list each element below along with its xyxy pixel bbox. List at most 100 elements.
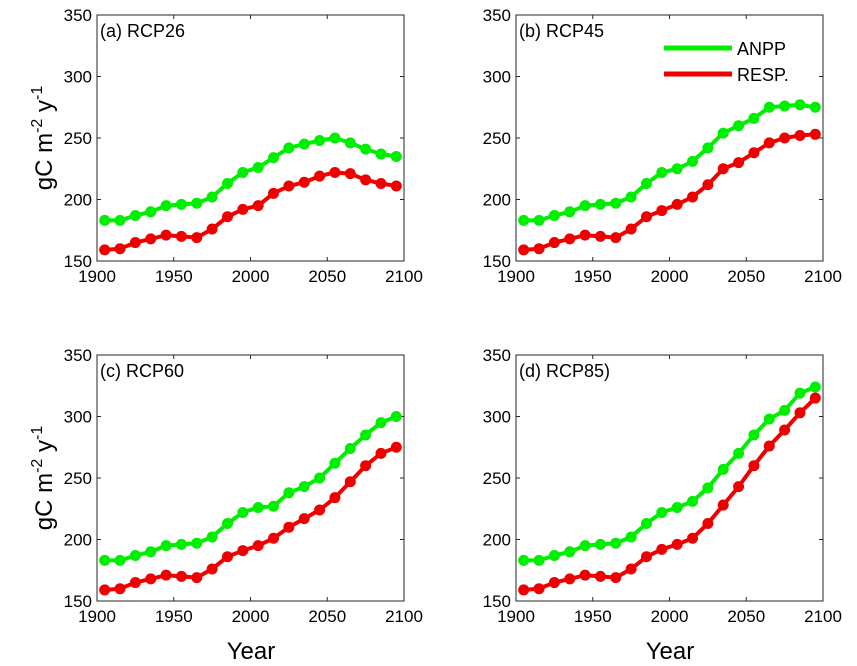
data-point	[99, 554, 111, 566]
data-point	[671, 163, 683, 175]
data-point	[564, 233, 576, 245]
data-point	[221, 178, 233, 190]
series-line-2	[104, 445, 398, 592]
data-point	[548, 549, 560, 561]
data-point	[375, 417, 387, 429]
data-point	[344, 442, 356, 454]
data-point	[99, 214, 111, 226]
data-point	[237, 545, 249, 557]
y-tick-label: 300	[64, 408, 92, 427]
data-point	[610, 232, 622, 244]
plot-frame	[96, 14, 405, 262]
data-point	[160, 200, 172, 212]
data-point	[283, 521, 295, 533]
y-tick-label: 150	[64, 592, 92, 611]
data-point	[640, 518, 652, 530]
data-point	[252, 540, 264, 552]
y-tick-label: 350	[483, 346, 511, 365]
data-point	[360, 174, 372, 186]
x-tick-label: 1900	[497, 267, 535, 286]
data-point	[640, 551, 652, 563]
data-point	[129, 577, 141, 589]
data-point	[794, 99, 806, 111]
y-axis-title-bottom: gC m-2 y-1	[29, 426, 58, 531]
data-point	[748, 429, 760, 441]
data-point	[702, 142, 714, 154]
data-point	[564, 573, 576, 585]
data-point	[175, 198, 187, 210]
data-point	[656, 205, 668, 217]
data-point	[114, 214, 126, 226]
data-point	[548, 237, 560, 249]
y-tick-label: 150	[64, 252, 92, 271]
data-point	[283, 180, 295, 192]
data-point	[145, 206, 157, 218]
ylabel-mid: y	[31, 440, 58, 459]
data-point	[206, 191, 218, 203]
data-point	[145, 233, 157, 245]
data-point	[809, 101, 821, 113]
data-point	[671, 538, 683, 550]
data-point	[610, 197, 622, 209]
data-point	[375, 447, 387, 459]
data-point	[809, 381, 821, 393]
data-point	[687, 495, 699, 507]
data-point	[283, 142, 295, 154]
data-point	[794, 407, 806, 419]
data-point	[625, 191, 637, 203]
y-tick-label: 200	[64, 191, 92, 210]
data-point	[748, 460, 760, 472]
data-point	[579, 200, 591, 212]
series-line-1	[523, 385, 817, 563]
data-point	[779, 404, 791, 416]
data-point	[390, 441, 402, 453]
x-tick-label: 2050	[308, 607, 346, 626]
ylabel-sup-2: -1	[29, 426, 46, 440]
data-point	[671, 198, 683, 210]
data-point	[191, 232, 203, 244]
y-tick-label: 200	[483, 531, 511, 550]
data-point	[329, 132, 341, 144]
y-tick-label: 250	[64, 129, 92, 148]
data-point	[564, 206, 576, 218]
series-line-2	[523, 132, 816, 252]
y-tick-label: 150	[483, 592, 511, 611]
data-point	[625, 563, 637, 575]
data-point	[206, 223, 218, 235]
data-point	[375, 148, 387, 160]
x-tick-label: 1900	[497, 607, 535, 626]
data-point	[283, 487, 295, 499]
data-point	[671, 502, 683, 514]
data-point	[733, 157, 745, 169]
data-point	[717, 499, 729, 511]
ylabel-sup-2: -1	[29, 86, 46, 100]
data-point	[160, 540, 172, 552]
data-point	[160, 229, 172, 241]
y-tick-label: 200	[64, 531, 92, 550]
data-point	[733, 447, 745, 459]
x-tick-label: 2100	[385, 607, 423, 626]
data-point	[99, 584, 111, 596]
series-line-1	[104, 414, 398, 563]
data-point	[390, 180, 402, 192]
data-point	[518, 584, 530, 596]
data-point	[548, 209, 560, 221]
data-point	[594, 570, 606, 582]
data-point	[748, 112, 760, 124]
panel-title: (d) RCP85)	[519, 361, 610, 381]
data-point	[717, 127, 729, 139]
data-point	[344, 168, 356, 180]
data-point	[314, 170, 326, 182]
data-point	[206, 563, 218, 575]
x-tick-label: 1900	[78, 267, 116, 286]
data-point	[268, 152, 280, 164]
x-tick-label: 2050	[727, 607, 765, 626]
data-point	[268, 532, 280, 544]
x-tick-label: 2000	[232, 267, 270, 286]
data-point	[533, 583, 545, 595]
data-point	[809, 128, 821, 140]
y-tick-label: 300	[483, 68, 511, 87]
data-point	[298, 513, 310, 525]
panel-title: (c) RCP60	[100, 361, 184, 381]
